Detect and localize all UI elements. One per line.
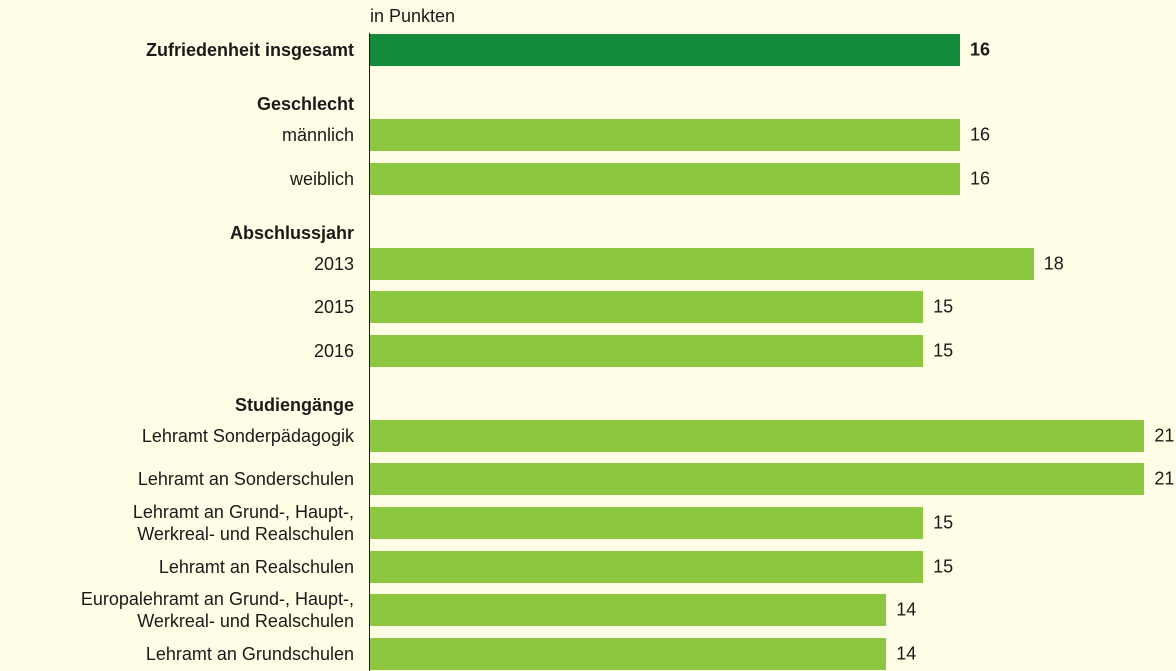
bar: [370, 507, 924, 539]
group-label: Geschlecht: [256, 94, 354, 114]
bar: [370, 334, 924, 367]
category-label: Zufriedenheit insgesamt: [145, 40, 354, 60]
bar: [370, 463, 1145, 496]
category-label: männlich: [281, 125, 354, 145]
axis-label: in Punkten: [370, 6, 456, 26]
category-label: Europalehramt an Grund-, Haupt-, Werkrea…: [80, 589, 354, 632]
category-label: Lehramt an Sonderschulen: [137, 469, 354, 490]
bar: [370, 34, 960, 66]
category-label: Lehramt an Realschulen: [158, 556, 354, 577]
category-label: 2016: [313, 340, 354, 361]
bar: [370, 550, 924, 583]
axis-line: [369, 33, 370, 671]
bar: [370, 247, 1034, 280]
value-label: 16: [970, 124, 991, 145]
value-label: 16: [970, 168, 991, 189]
bar: [370, 291, 924, 324]
value-label: 15: [933, 512, 954, 533]
category-label: Lehramt an Grund-, Haupt-, Werkreal- und…: [132, 502, 354, 544]
category-label: 2015: [313, 297, 354, 318]
value-label: 14: [896, 599, 917, 620]
bar: [370, 637, 887, 670]
value-label: 15: [933, 340, 954, 361]
value-label: 14: [896, 643, 917, 664]
category-label: Lehramt an Grundschulen: [145, 643, 354, 664]
bar: [370, 594, 887, 627]
value-label: 21: [1154, 468, 1175, 489]
category-label: Lehramt Sonderpädagogik: [141, 425, 354, 446]
group-label: Abschlussjahr: [229, 222, 354, 243]
bar: [370, 162, 960, 195]
value-label: 15: [933, 556, 954, 577]
category-label: 2013: [313, 253, 354, 274]
category-label: weiblich: [289, 168, 354, 189]
value-label: 15: [933, 296, 954, 317]
bar: [370, 419, 1145, 452]
bar: [370, 119, 960, 151]
group-label: Studiengänge: [234, 394, 354, 415]
value-label: 16: [970, 39, 991, 60]
value-label: 21: [1154, 425, 1175, 446]
value-label: 18: [1043, 253, 1064, 274]
